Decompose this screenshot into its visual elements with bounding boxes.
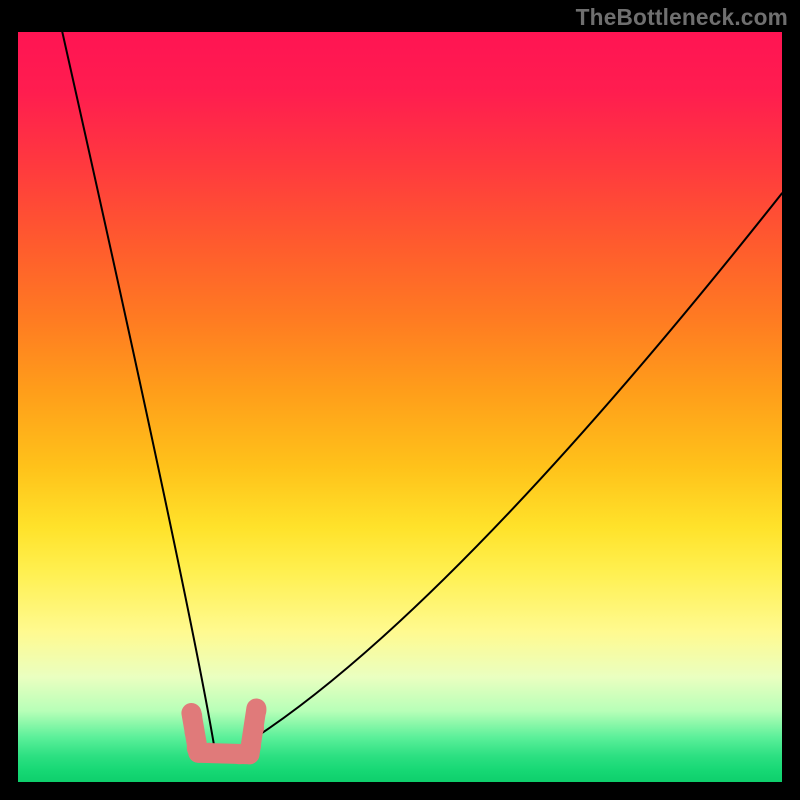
plot-area (18, 32, 782, 782)
watermark-text: TheBottleneck.com (576, 6, 788, 29)
series-dot (246, 701, 266, 721)
series-dot (244, 718, 264, 738)
plot-svg (18, 32, 782, 782)
series-dot (241, 736, 261, 756)
gradient-background (18, 32, 782, 782)
chart-stage: TheBottleneck.com (0, 0, 800, 800)
